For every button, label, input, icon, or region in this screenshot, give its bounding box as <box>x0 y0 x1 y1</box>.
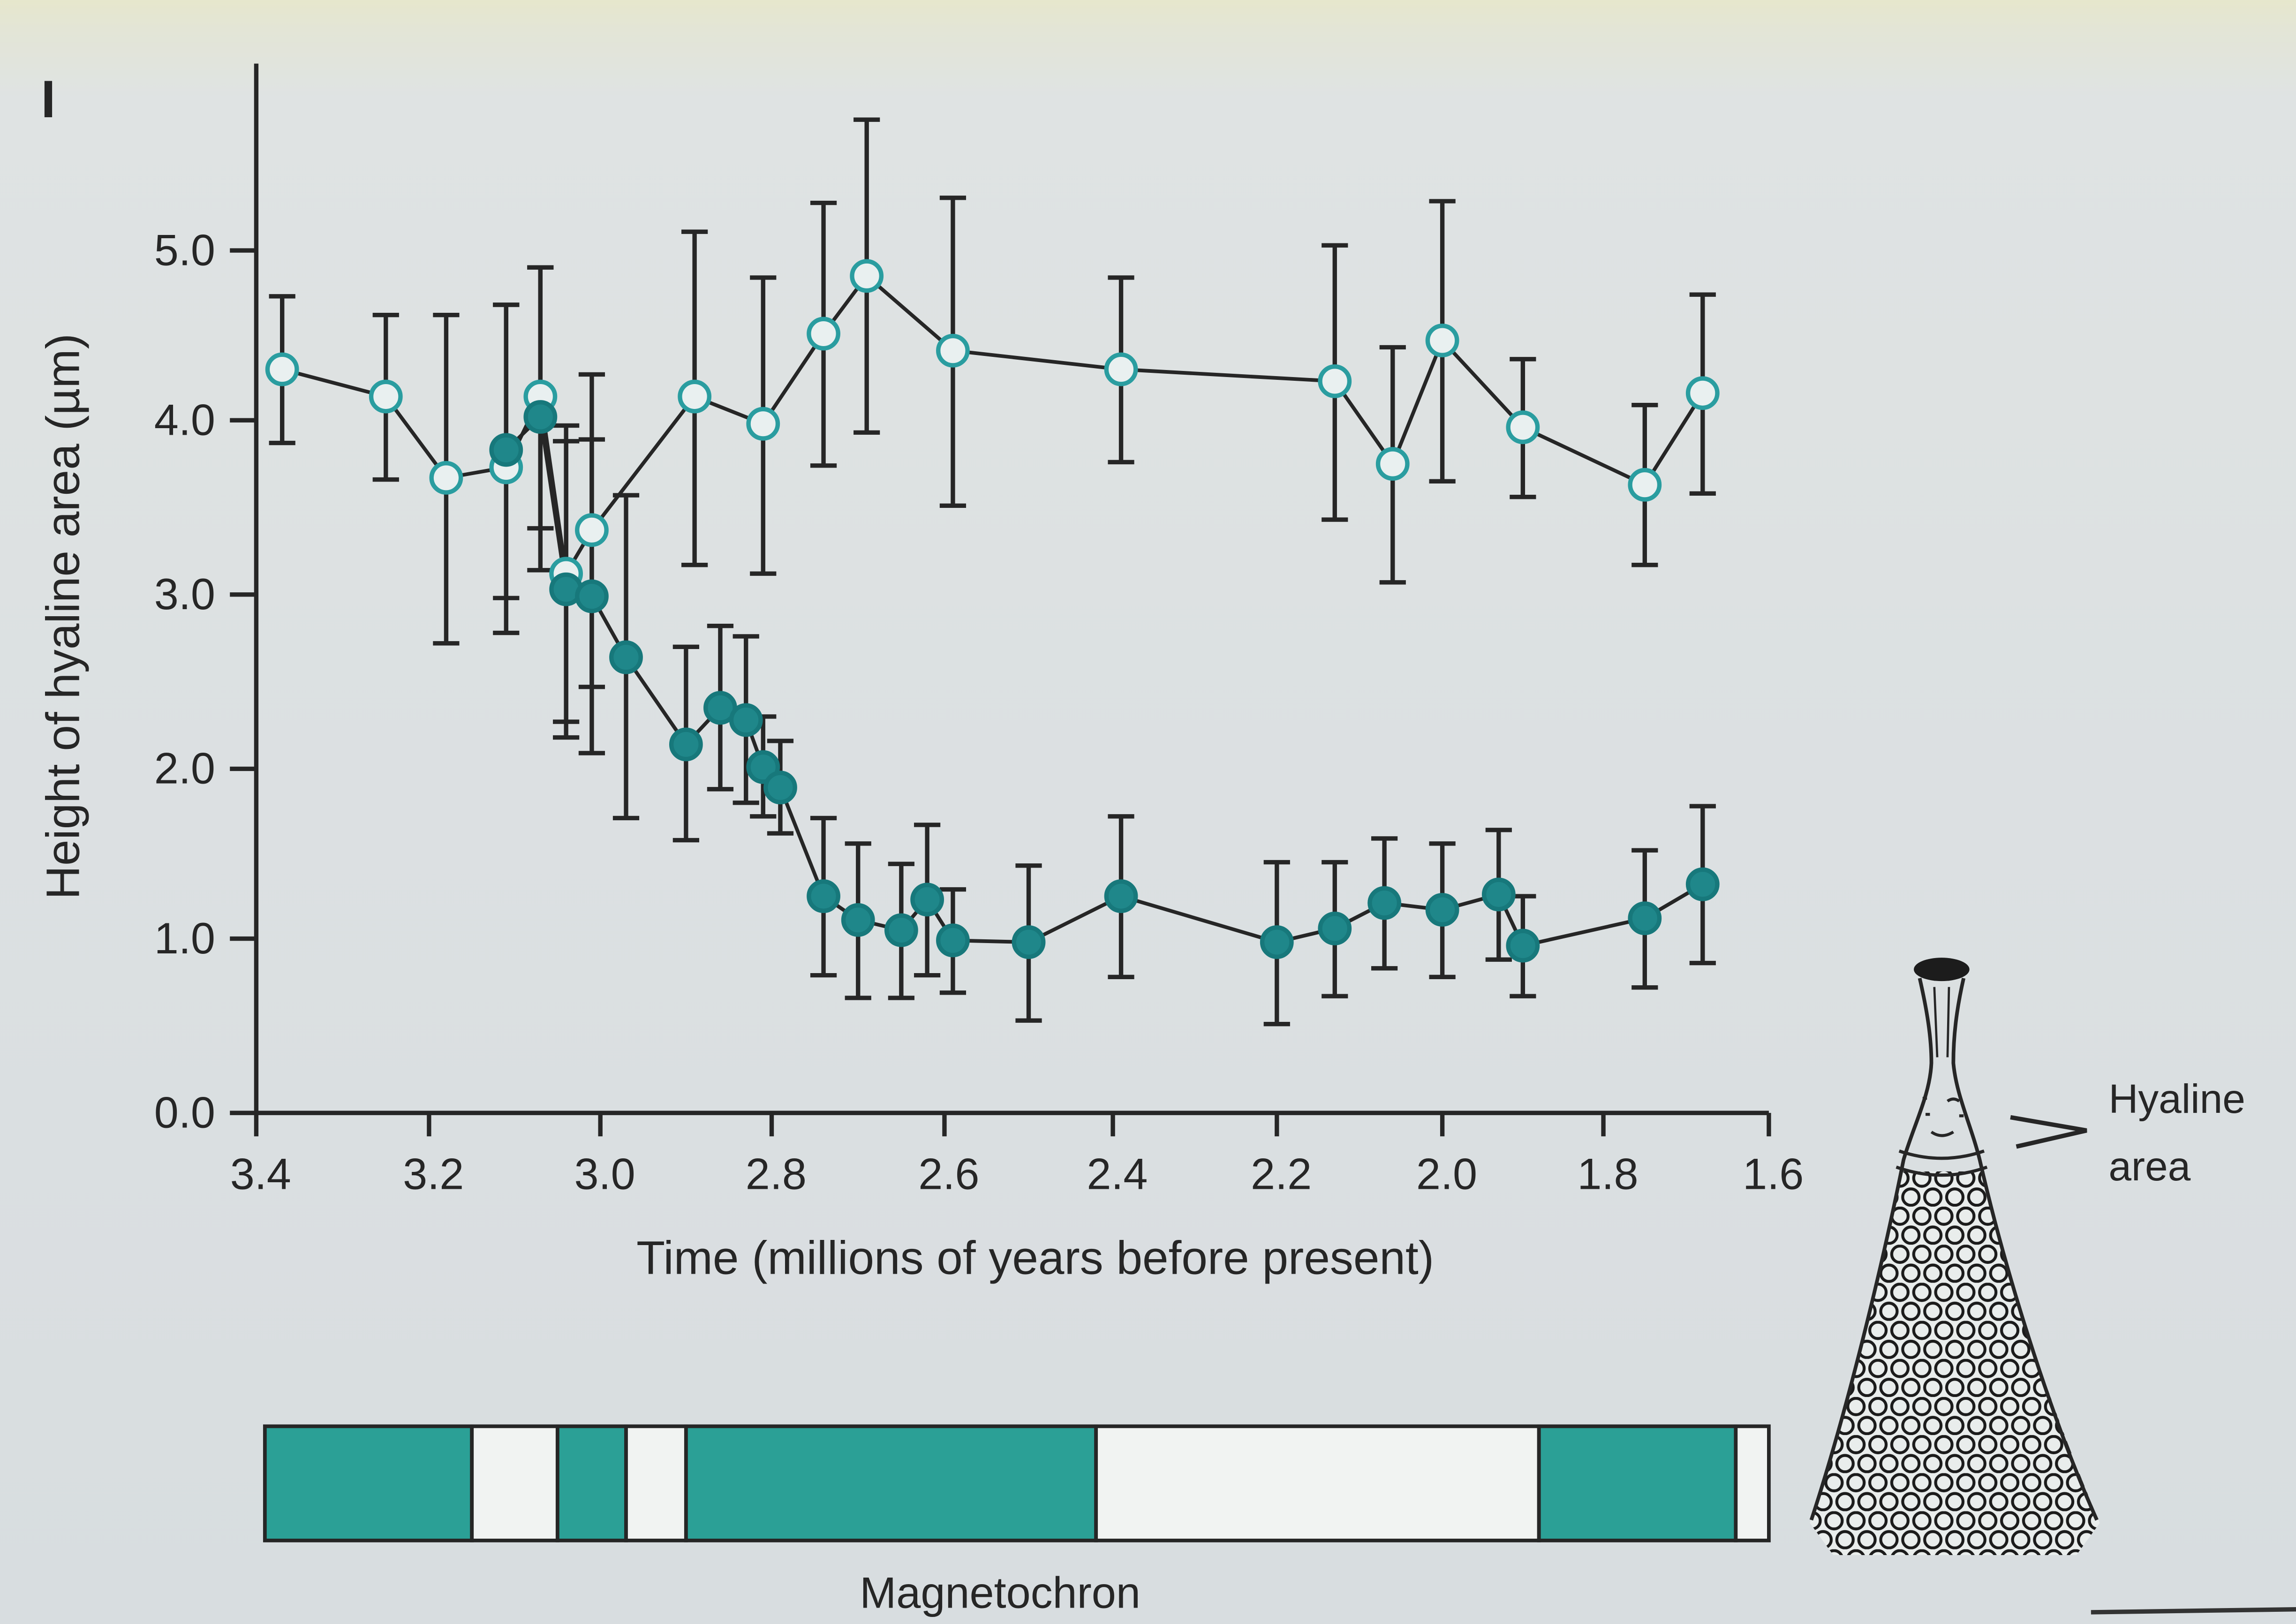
data-point-filled <box>523 400 558 434</box>
data-point-filled <box>575 579 609 613</box>
x-axis-label: Time (millions of years before present) <box>636 1232 1434 1284</box>
page-rule <box>2091 1607 2296 1615</box>
data-point-filled <box>489 433 523 467</box>
hyaline-label-line1: Hyaline <box>2108 1076 2245 1122</box>
x-tick-label: 3.4 <box>230 1149 291 1199</box>
data-point-filled <box>841 903 875 937</box>
x-tick-label: 2.4 <box>1087 1149 1148 1199</box>
data-point-filled <box>609 640 643 674</box>
data-point-filled <box>763 770 797 805</box>
data-point-filled <box>884 913 918 947</box>
hyaline-label-line2: area <box>2108 1143 2190 1189</box>
data-point-filled <box>729 703 763 737</box>
y-tick-label: 2.0 <box>154 744 215 793</box>
data-markers <box>265 259 1720 963</box>
magnetochron-segment <box>1094 1424 1541 1542</box>
data-point-filled <box>669 727 703 762</box>
y-tick-label: 1.0 <box>154 914 215 963</box>
data-point-open <box>807 317 840 351</box>
data-point-open <box>678 379 712 414</box>
magnetochron-segment <box>624 1424 688 1542</box>
data-point-open <box>265 352 299 386</box>
magnetochron-segment <box>1537 1424 1738 1542</box>
data-point-open <box>1685 376 1720 410</box>
data-point-filled <box>1506 929 1540 963</box>
x-tick-label: 3.0 <box>574 1149 635 1199</box>
data-point-open <box>1104 352 1138 386</box>
y-axis-label: Height of hyaline area (µm) <box>38 333 90 899</box>
specimen-collar-band <box>1896 1149 1988 1177</box>
data-point-filled <box>1012 925 1046 959</box>
magnetochron-segment <box>470 1424 559 1542</box>
magnetochron-segment <box>684 1424 1098 1542</box>
data-point-open <box>1506 410 1540 445</box>
specimen-outline-right <box>1951 978 2099 1521</box>
y-tick-label: 3.0 <box>154 569 215 619</box>
specimen-apical-cap <box>1914 958 1970 982</box>
x-tick-label: 2.2 <box>1251 1149 1312 1199</box>
data-point-filled <box>1260 925 1294 959</box>
data-point-filled <box>1367 886 1402 920</box>
x-tick-label: 2.6 <box>918 1149 979 1199</box>
data-point-open <box>1375 447 1410 481</box>
specimen-neck-inner-lines <box>1933 987 1950 1057</box>
data-point-filled <box>807 879 840 913</box>
magnetochron-bar <box>263 1424 1771 1542</box>
y-tick-label: 5.0 <box>154 225 215 274</box>
data-point-open <box>1318 364 1352 398</box>
specimen-outline-left <box>1809 978 1933 1521</box>
data-point-filled <box>936 923 970 958</box>
axes: 0.0 1.0 2.0 3.0 4.0 5.0 3.4 3.2 3.0 2.8 2.6 2.4 2.2 2… <box>154 63 1804 1199</box>
data-point-open <box>936 333 970 368</box>
x-tick-label: 1.8 <box>1577 1149 1638 1199</box>
y-tick-label: 0.0 <box>154 1088 215 1137</box>
x-tick-label: 2.0 <box>1416 1149 1477 1199</box>
data-point-filled <box>1104 879 1138 913</box>
data-point-filled <box>910 883 944 917</box>
x-tick-label: 1.6 <box>1743 1149 1804 1199</box>
data-point-open <box>1425 324 1459 357</box>
data-point-filled <box>1425 893 1459 927</box>
hyaline-zone-marks <box>1922 1096 1964 1137</box>
data-point-open <box>429 461 463 495</box>
data-point-open <box>1628 468 1662 502</box>
magnetochron-segment <box>1734 1424 1771 1542</box>
magnetochron-segment <box>555 1424 628 1542</box>
x-tick-label: 3.2 <box>403 1149 464 1199</box>
data-point-filled <box>1481 877 1516 912</box>
magnetochron-segment <box>263 1424 474 1542</box>
hyaline-bracket <box>2010 1115 2087 1149</box>
data-point-open <box>369 379 403 414</box>
data-point-filled <box>1685 867 1720 901</box>
magnetochron-label: Magnetochron <box>860 1568 1140 1617</box>
data-point-filled <box>1318 911 1352 945</box>
data-point-filled <box>1628 901 1662 936</box>
x-tick-label: 2.8 <box>746 1149 807 1199</box>
data-point-open <box>850 259 884 293</box>
panel-label: I <box>41 69 55 128</box>
data-point-open <box>575 513 609 547</box>
error-bars <box>269 117 1716 1027</box>
data-point-open <box>746 407 780 441</box>
y-tick-label: 4.0 <box>154 395 215 444</box>
